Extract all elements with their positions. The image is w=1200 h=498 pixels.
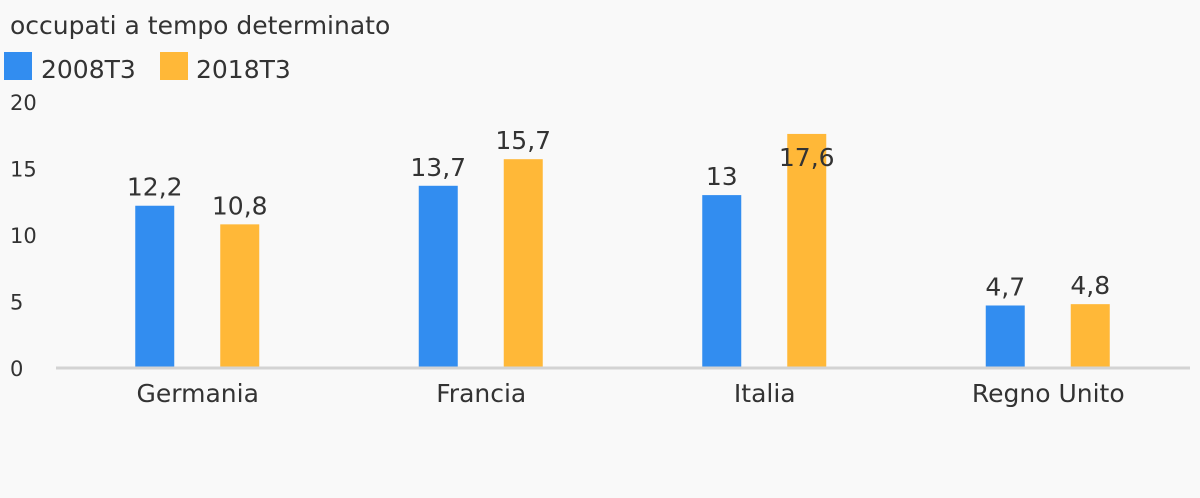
category-label: Germania	[137, 379, 259, 408]
y-tick-label: 0	[10, 357, 23, 381]
category-label: Italia	[734, 379, 796, 408]
category-label: Regno Unito	[972, 379, 1125, 408]
category-labels: Germania Francia Italia Regno Unito	[137, 379, 1125, 408]
legend: 2008T3 2018T3	[4, 52, 291, 84]
legend-label-2008T3: 2008T3	[41, 55, 136, 84]
legend-swatch-2008T3	[4, 52, 32, 80]
data-label: 4,8	[1070, 271, 1110, 300]
data-label: 4,7	[985, 272, 1025, 301]
bars	[135, 133, 1110, 368]
bar-2008T3-regno-unito	[985, 305, 1025, 368]
data-labels: 12,2 10,8 13,7 15,7 13 17,6 4,7 4,8	[127, 126, 1110, 301]
bar-2008T3-francia	[418, 185, 458, 368]
data-label: 13,7	[410, 153, 466, 182]
data-label: 13	[706, 162, 738, 191]
y-tick-label: 10	[10, 224, 37, 248]
bar-2018T3-italia	[787, 133, 827, 368]
legend-swatch-2018T3	[160, 52, 188, 80]
y-tick-label: 5	[10, 291, 23, 315]
y-tick-label: 15	[10, 158, 37, 182]
legend-label-2018T3: 2018T3	[196, 55, 291, 84]
bar-2018T3-francia	[503, 159, 543, 368]
data-label: 15,7	[495, 126, 551, 155]
data-label: 17,6	[779, 143, 835, 172]
bar-2008T3-italia	[702, 195, 742, 368]
bar-2018T3-germania	[220, 224, 260, 368]
y-tick-label: 20	[10, 91, 37, 115]
data-label: 12,2	[127, 173, 183, 202]
category-label: Francia	[436, 379, 526, 408]
bar-2018T3-regno-unito	[1070, 304, 1110, 368]
data-label: 10,8	[212, 191, 268, 220]
y-axis-ticks: 0 5 10 15 20	[10, 91, 37, 381]
chart-title: occupati a tempo determinato	[10, 11, 390, 40]
bar-2008T3-germania	[135, 205, 175, 368]
